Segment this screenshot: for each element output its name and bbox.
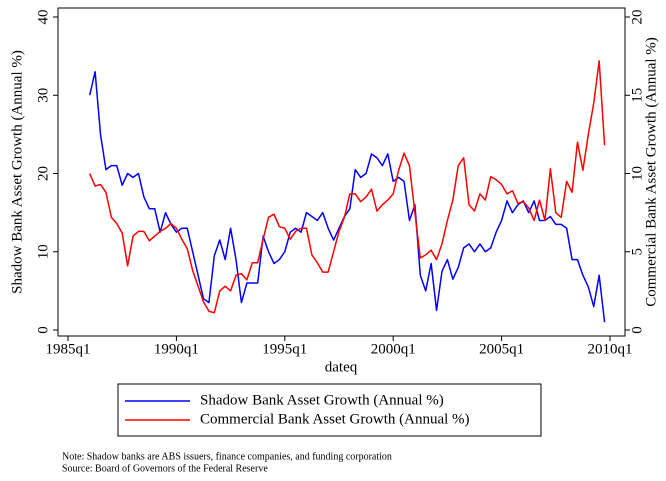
x-tick-label: 1995q1 — [262, 341, 307, 357]
legend-box — [117, 383, 542, 437]
y2-tick-label: 20 — [629, 10, 645, 25]
x-tick-label: 1985q1 — [46, 341, 91, 357]
x-tick-label: 2010q1 — [588, 341, 633, 357]
plot-frame — [57, 7, 626, 337]
legend-label: Shadow Bank Asset Growth (Annual %) — [200, 392, 444, 408]
y2-tick-label: 15 — [629, 88, 645, 103]
y2-tick-label: 10 — [629, 166, 645, 181]
y-tick-label: 30 — [35, 88, 51, 103]
series-line — [88, 71, 606, 323]
legend-label: Commercial Bank Asset Growth (Annual %) — [200, 411, 470, 427]
series-line — [88, 60, 606, 314]
y-tick-label: 10 — [35, 244, 51, 259]
x-tick-label: 2000q1 — [371, 341, 416, 357]
y2-tick-label: 5 — [629, 248, 645, 256]
y2-tick-label: 0 — [629, 326, 645, 334]
y-tick-label: 40 — [35, 10, 51, 25]
x-axis-title: dateq — [325, 359, 358, 375]
x-tick-label: 1990q1 — [154, 341, 199, 357]
y-tick-label: 0 — [35, 326, 51, 334]
note: Note: Shadow banks are ABS issuers, fina… — [62, 451, 392, 462]
source: Source: Board of Governors of the Federa… — [62, 463, 268, 474]
y-axis-title: Shadow Bank Asset Growth (Annual %) — [9, 50, 25, 294]
y-tick-label: 20 — [35, 166, 51, 181]
y2-axis-title: Commercial Bank Asset Growth (Annual %) — [643, 37, 659, 307]
x-tick-label: 2005q1 — [479, 341, 524, 357]
